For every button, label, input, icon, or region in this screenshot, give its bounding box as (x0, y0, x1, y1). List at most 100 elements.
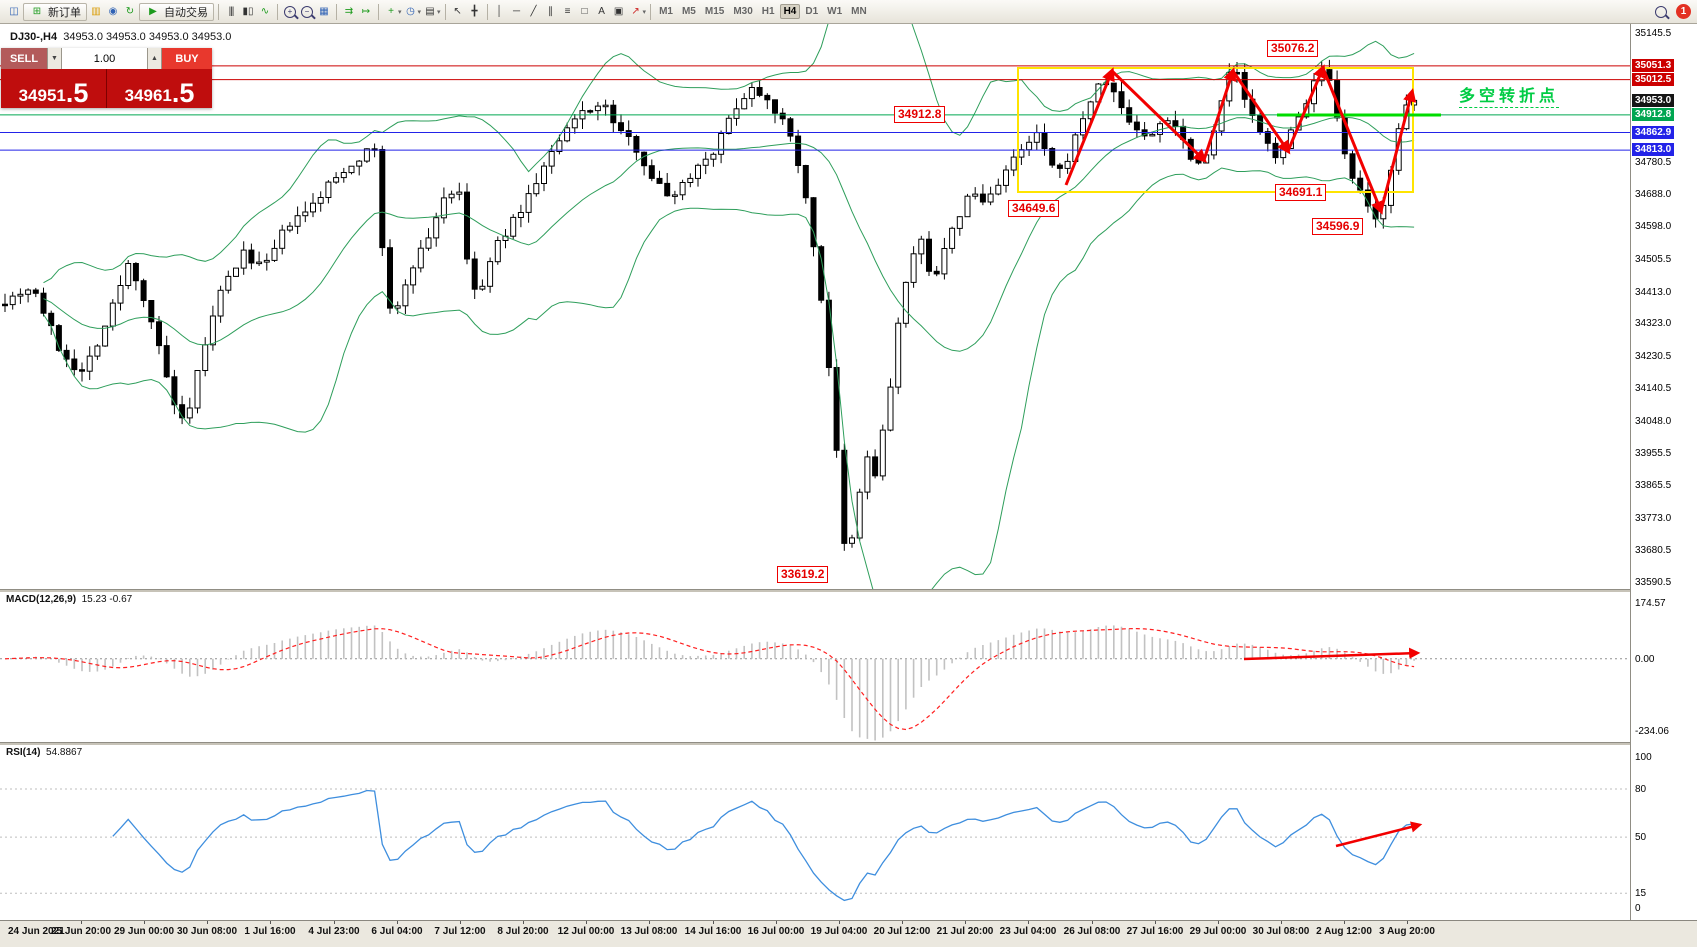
timeframe-w1[interactable]: W1 (827, 6, 843, 17)
ohlc-bars-icon[interactable]: ||| (228, 6, 235, 17)
timeframe-m1[interactable]: M1 (659, 6, 673, 17)
toolbar: ◫ ⊞ 新订单 ▥ ◉ ↻ ▶ 自动交易 ||| ▮▯ ∿ + − ▦ ⇉ ↦ … (0, 0, 1697, 24)
time-label: 30 Jun 08:00 (176, 926, 238, 937)
chart-shift-icon[interactable]: ↦ (361, 6, 371, 17)
rsi-axis-label: 0 (1635, 903, 1641, 914)
time-tick (523, 921, 524, 924)
time-label: 1 Jul 16:00 (244, 926, 296, 937)
indicators-add-icon[interactable]: + (388, 6, 394, 17)
time-tick (839, 921, 840, 924)
zoom-in-glyph: + (284, 5, 296, 18)
timeframe-m30[interactable]: M30 (733, 6, 753, 17)
line-chart-icon[interactable]: ∿ (260, 6, 270, 17)
autotrading-button[interactable]: ▶ 自动交易 (139, 2, 214, 21)
zigzag-arrow (1379, 88, 1417, 212)
price-axis[interactable]: 35145.5 34780.5 34688.0 34598.0 34505.5 34413… (1630, 24, 1697, 920)
buy-button[interactable]: BUY (162, 48, 212, 69)
volume-spin-up[interactable]: ▲ (147, 48, 162, 69)
rsi-axis-label: 100 (1635, 752, 1652, 763)
symbol-ohlc-header: DJ30-,H4 34953.0 34953.0 34953.0 34953.0 (10, 31, 231, 43)
horizontal-line-tool-icon[interactable]: ─ (513, 6, 521, 17)
layouts-icon[interactable]: ▥ (91, 6, 101, 17)
candlesticks-icon[interactable]: ▮▯ (242, 6, 254, 17)
cursor-icon[interactable]: ↖ (453, 6, 462, 17)
price-axis-badge: 34912.8 (1632, 108, 1675, 121)
toolbar-separator (336, 3, 337, 20)
time-tick (1218, 921, 1219, 924)
new-order-button[interactable]: ⊞ 新订单 (23, 2, 87, 21)
timeframe-m5[interactable]: M5 (681, 6, 696, 17)
timeframe-mn[interactable]: MN (851, 6, 867, 17)
vertical-line-tool-icon[interactable]: │ (496, 6, 503, 17)
time-label: 25 Jun 20:00 (50, 926, 112, 937)
time-tick (270, 921, 271, 924)
chart-window-icon[interactable]: ◫ (9, 6, 19, 17)
periods-icon[interactable]: ◷ (406, 6, 415, 17)
time-tick (1407, 921, 1408, 924)
arrows-more-icon[interactable]: ↗ (631, 6, 640, 17)
auto-scroll-icon[interactable]: ⇉ (344, 6, 354, 17)
profiles-icon[interactable]: ◉ (108, 6, 118, 17)
timeframe-h1[interactable]: H1 (761, 6, 775, 17)
price-axis-badge: 34813.0 (1632, 143, 1675, 156)
toolbar-separator (378, 3, 379, 20)
shapes-tool-icon[interactable]: □ (581, 6, 588, 17)
sell-button[interactable]: SELL (1, 48, 47, 69)
volume-input[interactable]: 1.00 (62, 48, 147, 69)
channel-tool-icon[interactable]: ∥ (548, 6, 554, 17)
bid-price-pips: .5 (65, 78, 89, 108)
text-tool-icon[interactable]: A (598, 6, 605, 17)
panel-separator[interactable] (0, 742, 1630, 745)
notifications-badge[interactable]: 1 (1676, 4, 1691, 19)
toolbar-separator (650, 3, 652, 20)
macd-annotation-arrow (1243, 647, 1421, 661)
templates-icon[interactable]: ▤ (425, 6, 435, 17)
panel-separator[interactable] (0, 589, 1630, 592)
templates-dropdown-icon[interactable]: ▾ (437, 8, 441, 16)
ask-price[interactable]: 34961.5 (106, 69, 212, 108)
price-axis-label: 34598.0 (1635, 221, 1672, 232)
price-axis-label: 34323.0 (1635, 318, 1672, 329)
zigzag-arrow (1231, 70, 1291, 155)
time-label: 26 Jul 08:00 (1063, 926, 1121, 937)
refresh-icon[interactable]: ↻ (125, 6, 135, 17)
arrows-dropdown-icon[interactable]: ▾ (642, 8, 647, 16)
arrow-label-tool-icon[interactable]: ▣ (613, 6, 624, 17)
rsi-panel-canvas[interactable] (0, 744, 1630, 920)
bollinger-middle (43, 116, 1415, 352)
zoom-out-icon[interactable]: − (299, 3, 315, 20)
macd-axis-label: -234.06 (1635, 726, 1669, 737)
time-label: 29 Jul 00:00 (1189, 926, 1247, 937)
price-axis-label: 34688.0 (1635, 189, 1672, 200)
fibonacci-tool-icon[interactable]: ≡ (564, 6, 571, 17)
timeframe-d1[interactable]: D1 (805, 6, 819, 17)
price-axis-label: 34230.5 (1635, 351, 1672, 362)
volume-spin-down[interactable]: ▼ (47, 48, 62, 69)
timeframe-m15[interactable]: M15 (704, 6, 725, 17)
rsi-axis-label: 50 (1635, 832, 1647, 843)
search-icon[interactable] (1653, 3, 1669, 20)
price-axis-label: 33955.5 (1635, 448, 1672, 459)
trendline-tool-icon[interactable]: ╱ (530, 6, 537, 17)
zoom-in-icon[interactable]: + (282, 3, 298, 20)
main-chart-canvas[interactable] (0, 24, 1630, 589)
rsi-axis-label: 15 (1635, 888, 1647, 899)
symbol-ohlc-values: 34953.0 34953.0 34953.0 34953.0 (63, 31, 232, 43)
macd-name: MACD(12,26,9) (6, 594, 77, 605)
periods-dropdown-icon[interactable]: ▾ (417, 8, 422, 16)
toolbar-separator (486, 3, 488, 20)
timeframe-h4[interactable]: H4 (779, 4, 801, 19)
macd-panel-canvas[interactable] (0, 591, 1630, 742)
time-label: 2 Aug 12:00 (1316, 926, 1372, 937)
rsi-value: 54.8867 (46, 747, 83, 758)
tile-windows-icon[interactable]: ▦ (319, 6, 329, 17)
price-axis-label: 34780.5 (1635, 157, 1672, 168)
time-label: 4 Jul 23:00 (308, 926, 360, 937)
time-axis[interactable]: 24 Jun 2021 25 Jun 20:00 29 Jun 00:00 30 Ju… (0, 920, 1697, 947)
bid-price[interactable]: 34951.5 (1, 69, 106, 108)
indicators-dropdown-icon[interactable]: ▾ (398, 8, 402, 16)
time-tick (460, 921, 461, 924)
crosshair-icon[interactable]: ╋ (471, 6, 478, 17)
time-label: 23 Jul 04:00 (999, 926, 1057, 937)
rsi-name: RSI(14) (6, 747, 41, 758)
